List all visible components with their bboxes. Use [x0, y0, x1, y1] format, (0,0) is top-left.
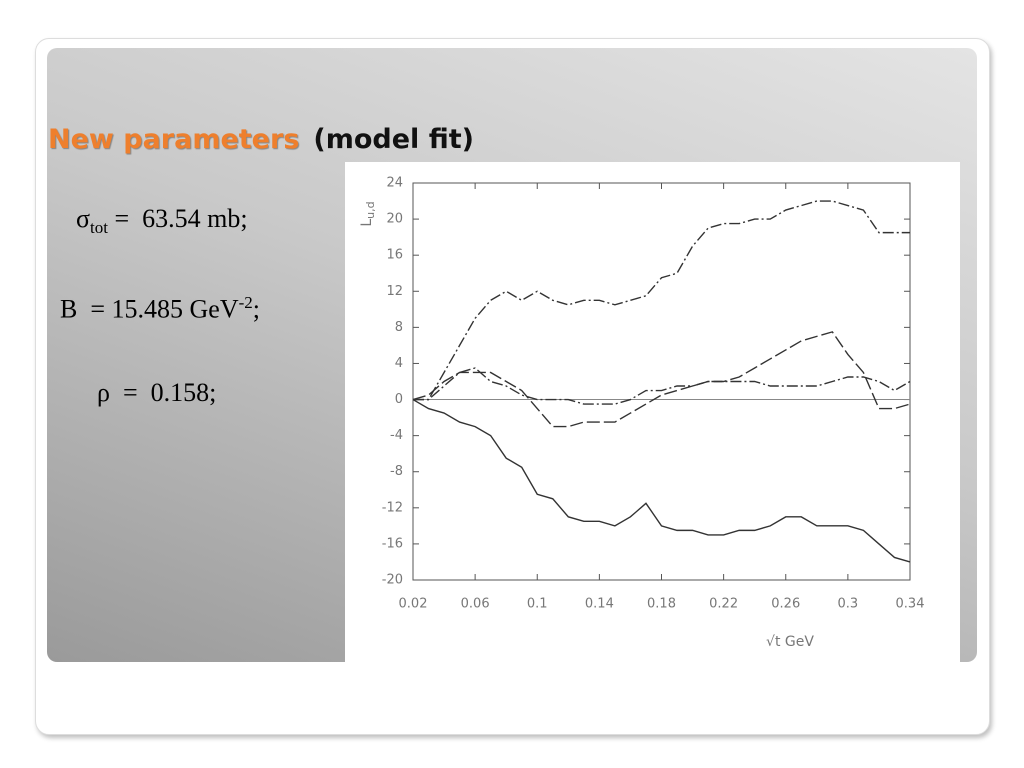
data-line	[413, 367, 911, 405]
y-tick-label: -8	[390, 464, 403, 479]
y-axis-label: Lu,d	[359, 201, 377, 226]
param-value: = 63.54 mb;	[114, 204, 248, 233]
data-line	[412, 331, 911, 428]
x-tick-label: 0.18	[647, 597, 676, 612]
y-tick-label: -20	[382, 573, 403, 588]
title-highlight: New parameters	[48, 124, 300, 155]
x-tick-label: 0.06	[461, 597, 490, 612]
y-tick-label: 8	[395, 320, 403, 335]
chart: √t GeV Lu,d 24 20 16 12 8 4 0 -4 -8 -12 -16 -20 0.02…	[345, 162, 960, 662]
x-tick-label: 0.26	[771, 597, 800, 612]
slide-title: New parameters (model fit)	[48, 124, 474, 155]
param-superscript: -2	[238, 293, 253, 312]
x-tick-label: 0.34	[896, 597, 925, 612]
param-line: ρ = 0.158;	[97, 378, 216, 408]
y-tick-label: 24	[386, 176, 403, 191]
param-line: B = 15.485 GeV-2;	[60, 293, 260, 325]
plot-frame	[412, 182, 911, 581]
data-line	[413, 200, 910, 401]
y-tick-label: -16	[382, 536, 403, 551]
data-line	[412, 398, 911, 563]
param-line: σtot = 63.54 mb;	[76, 204, 248, 238]
x-axis-label: √t GeV	[766, 634, 814, 650]
y-tick-label: 4	[395, 356, 403, 371]
x-tick-label: 0.22	[709, 597, 738, 612]
param-value: B = 15.485 GeV	[60, 294, 239, 324]
param-subscript: tot	[90, 218, 108, 238]
param-tail: ;	[252, 294, 261, 324]
y-tick-label: 20	[386, 212, 403, 227]
y-tick-label: 12	[386, 284, 403, 299]
param-value: ρ = 0.158;	[97, 378, 217, 407]
title-rest: (model fit)	[313, 124, 474, 155]
y-tick-label: -12	[382, 500, 403, 515]
y-axis-label-sub: u,d	[364, 201, 377, 218]
y-axis-label-main: L	[359, 219, 375, 227]
x-tick-label: 0.1	[527, 597, 548, 612]
param-symbol: σ	[76, 204, 91, 233]
x-tick-label: 0.14	[585, 597, 614, 612]
y-tick-label: 0	[395, 392, 403, 407]
x-tick-label: 0.02	[399, 597, 428, 612]
x-tick-label: 0.3	[838, 597, 859, 612]
y-tick-label: -4	[390, 428, 403, 443]
y-tick-label: 16	[386, 248, 403, 263]
